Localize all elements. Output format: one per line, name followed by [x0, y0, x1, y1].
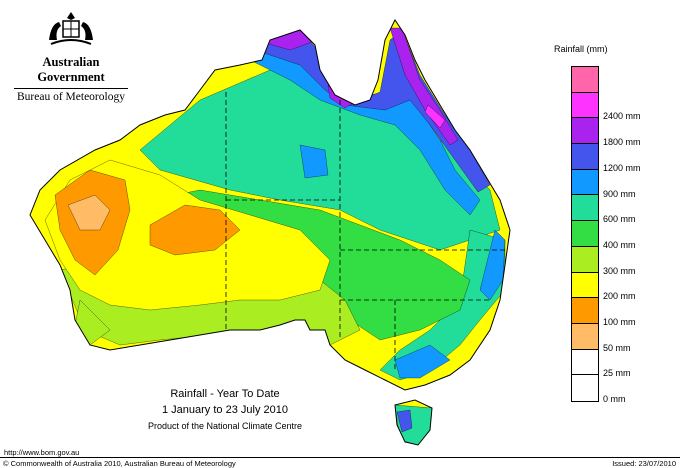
- caption-product: Product of the National Climate Centre: [147, 421, 303, 431]
- legend-swatch: [572, 272, 598, 299]
- legend-swatch: [572, 118, 598, 145]
- legend-label: 900 mm: [603, 188, 636, 199]
- map-caption: Rainfall - Year To Date 1 January to 23 …: [120, 388, 330, 431]
- caption-period: 1 January to 23 July 2010: [162, 404, 288, 416]
- legend-label: 25 mm: [603, 368, 631, 379]
- legend-swatch: [572, 169, 598, 196]
- rainfall-zone: [299, 144, 329, 179]
- legend-label: 50 mm: [603, 342, 631, 353]
- legend-label: 300 mm: [603, 265, 636, 276]
- coat-of-arms-icon: [49, 12, 93, 45]
- legend-label: 1200 mm: [603, 162, 641, 173]
- bureau-title: Bureau of Meteorology: [17, 91, 125, 103]
- caption-title: Rainfall - Year To Date: [170, 388, 280, 400]
- issued-date: Issued: 23/07/2010: [612, 459, 676, 468]
- rainfall-zone: [54, 169, 241, 276]
- legend-swatch: [572, 246, 598, 273]
- legend-swatch: [572, 144, 598, 170]
- website-url: http://www.bom.gov.au: [4, 448, 80, 457]
- legend-label: 1800 mm: [603, 137, 641, 148]
- footer-divider: [0, 457, 680, 458]
- rainfall-zone: [424, 104, 446, 129]
- legend-label: 100 mm: [603, 317, 636, 327]
- legend-swatch: [572, 375, 598, 401]
- state-borders: [225, 92, 505, 372]
- coastline: [29, 19, 511, 446]
- copyright-text: © Commonwealth of Australia 2010, Austra…: [3, 459, 236, 468]
- legend-label: 0 mm: [603, 394, 626, 405]
- legend-label: 400 mm: [603, 239, 636, 250]
- legend-label: 600 mm: [603, 214, 636, 225]
- legend-label: 200 mm: [603, 291, 636, 302]
- legend-swatch: [572, 92, 598, 119]
- legend-swatch: [572, 67, 598, 93]
- rainfall-zone: [396, 409, 413, 433]
- legend-swatch: [572, 195, 598, 222]
- legend-swatches: [571, 66, 599, 402]
- government-title: Australian Government: [37, 55, 105, 84]
- legend-label: 2400 mm: [603, 111, 641, 122]
- legend-swatch: [572, 323, 598, 350]
- rainfall-zone: [394, 229, 506, 379]
- legend-swatch: [572, 349, 598, 376]
- legend-swatch: [572, 298, 598, 324]
- logo-divider: [14, 88, 128, 89]
- legend-swatch: [572, 221, 598, 247]
- legend-title: Rainfall (mm): [554, 44, 608, 54]
- rainfall-zone: [67, 194, 111, 231]
- bom-logo: Australian Government Bureau of Meteorol…: [10, 10, 132, 103]
